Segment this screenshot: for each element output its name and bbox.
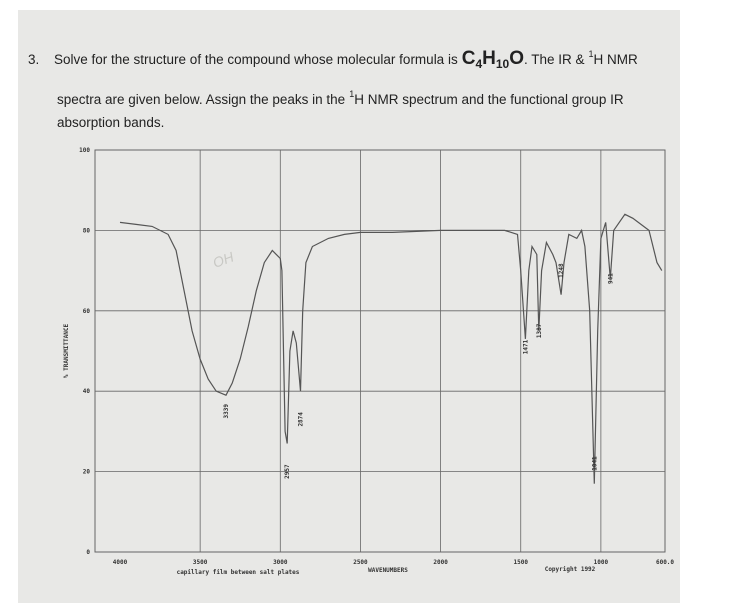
- paper: [18, 10, 680, 603]
- note: capillary film between salt plates: [177, 569, 300, 576]
- question-text: H NMR: [594, 52, 638, 67]
- margin: [680, 0, 732, 603]
- formula: C: [462, 48, 476, 69]
- x-tick-label: 2000: [433, 559, 448, 566]
- superscript: 1: [589, 49, 594, 59]
- x-tick-label: 3500: [193, 559, 208, 566]
- y-tick-label: 100: [79, 147, 90, 154]
- formula: H: [482, 48, 496, 69]
- peak-label: 941: [607, 273, 614, 284]
- peak-label: 1471: [522, 339, 529, 354]
- x-tick-label: 1000: [594, 559, 609, 566]
- y-axis-label: % TRANSMITTANCE: [63, 324, 70, 379]
- question-text: spectra are given below. Assign the peak…: [57, 92, 345, 107]
- peak-label: 2874: [297, 412, 304, 427]
- superscript: 1: [349, 89, 354, 99]
- x-axis-label: WAVENUMBERS: [368, 567, 408, 574]
- x-tick-label: 600.0: [656, 559, 674, 566]
- formula: O: [509, 48, 524, 69]
- ir-spectrum: 0 20 40 60 80 100 4000 3500 3000 2500 2000 1500 1000…: [63, 147, 674, 576]
- x-tick-label: 3000: [273, 559, 288, 566]
- y-tick-label: 20: [83, 469, 91, 476]
- question-number: 3.: [28, 52, 39, 67]
- formula: 4: [475, 57, 482, 71]
- y-tick-label: 60: [83, 308, 91, 315]
- x-tick-label: 2500: [353, 559, 368, 566]
- question-line-1: 3. Solve for the structure of the compoun…: [28, 48, 638, 71]
- x-tick-label: 4000: [113, 559, 128, 566]
- handwritten-note: OH: [211, 248, 237, 271]
- question-text: Solve for the structure of the compound …: [54, 52, 458, 67]
- question-line-3: absorption bands.: [57, 115, 164, 130]
- formula: 10: [496, 57, 510, 71]
- peak-label: 1387: [536, 323, 543, 338]
- y-tick-label: 0: [86, 549, 90, 556]
- peak-label: 3339: [223, 404, 230, 419]
- spectrum-line: [119, 213, 663, 484]
- x-tick-label: 1500: [514, 559, 529, 566]
- peak-label: 1248: [558, 263, 565, 278]
- copyright: Copyright 1992: [545, 566, 596, 573]
- question-line-2: spectra are given below. Assign the peak…: [57, 89, 624, 107]
- peak-label: 2957: [284, 464, 291, 479]
- question-text: . The IR &: [524, 52, 585, 67]
- y-tick-label: 80: [83, 227, 91, 234]
- peak-label: 1041: [591, 456, 598, 471]
- y-tick-label: 40: [83, 388, 91, 395]
- question-text: H NMR spectrum and the functional group …: [354, 92, 624, 107]
